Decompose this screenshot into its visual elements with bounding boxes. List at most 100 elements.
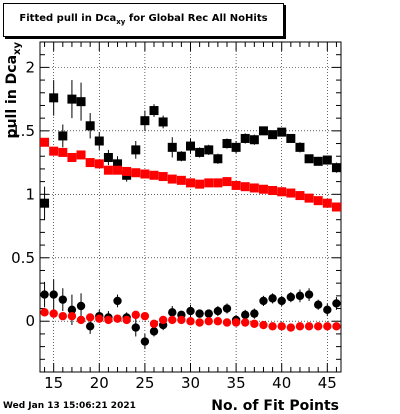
data-point xyxy=(268,294,277,303)
data-point xyxy=(249,183,259,193)
data-point xyxy=(231,180,241,190)
data-point xyxy=(259,296,268,306)
chart-title: Fitted pull in Dcaxy for Global Rec All … xyxy=(4,13,283,26)
data-point xyxy=(95,314,104,323)
x-tick-label: 45 xyxy=(318,374,337,392)
data-point xyxy=(249,135,259,145)
data-point xyxy=(67,311,77,321)
data-point xyxy=(67,153,77,162)
data-point xyxy=(222,177,232,187)
data-point xyxy=(304,322,314,331)
data-point xyxy=(131,168,141,178)
data-point xyxy=(94,159,104,169)
data-point xyxy=(40,137,50,147)
data-point xyxy=(313,322,323,331)
data-point xyxy=(76,301,86,311)
data-point xyxy=(122,166,132,176)
x-tick-label: 15 xyxy=(44,374,63,392)
data-point xyxy=(295,322,305,331)
data-point xyxy=(167,174,177,184)
chart-title-box: Fitted pull in Dcaxy for Global Rec All … xyxy=(3,3,284,37)
data-point xyxy=(240,182,250,192)
timestamp: Wed Jan 13 15:06:21 2021 xyxy=(3,401,136,411)
data-point xyxy=(322,198,332,208)
data-point xyxy=(250,309,259,318)
y-tick-label: 1.5 xyxy=(11,122,35,140)
data-point xyxy=(286,292,296,302)
data-point xyxy=(149,106,159,116)
data-point xyxy=(167,142,177,152)
data-point xyxy=(76,97,86,107)
data-point xyxy=(323,305,332,315)
data-point xyxy=(58,147,68,157)
data-point xyxy=(122,315,131,325)
data-point xyxy=(222,318,232,327)
data-point xyxy=(277,296,286,306)
data-point xyxy=(286,133,296,143)
data-point xyxy=(304,290,314,299)
data-point xyxy=(186,306,195,316)
data-point xyxy=(295,191,305,201)
data-point xyxy=(58,295,68,304)
chart-title-sub: xy xyxy=(116,18,126,26)
data-point xyxy=(131,145,141,155)
data-point xyxy=(268,186,278,195)
data-point xyxy=(49,93,59,103)
data-point xyxy=(204,178,214,188)
data-point xyxy=(67,94,77,104)
data-point xyxy=(140,116,150,126)
data-point xyxy=(113,165,123,175)
data-point xyxy=(213,154,223,164)
data-point xyxy=(177,315,186,325)
data-point xyxy=(331,202,341,212)
data-point xyxy=(76,150,86,160)
data-point xyxy=(259,320,268,330)
y-tick-label: 0.5 xyxy=(11,249,35,267)
data-point xyxy=(213,317,223,326)
data-point xyxy=(332,322,341,331)
data-point xyxy=(149,170,159,180)
data-point xyxy=(58,311,68,321)
data-point xyxy=(58,131,68,141)
data-point xyxy=(186,317,195,326)
x-tick-label: 40 xyxy=(272,374,291,392)
data-point xyxy=(195,179,205,189)
chart-title-main: Fitted pull in Dca xyxy=(19,13,117,24)
data-point xyxy=(332,299,341,308)
x-tick-label: 25 xyxy=(135,374,154,392)
data-point xyxy=(186,178,195,188)
data-point xyxy=(204,309,213,318)
data-point xyxy=(49,146,59,156)
data-point xyxy=(168,315,177,325)
data-point xyxy=(103,153,113,162)
x-axis-label: No. of Fit Points xyxy=(211,398,339,414)
data-point xyxy=(40,290,49,299)
data-point xyxy=(103,165,113,175)
data-point xyxy=(140,169,150,179)
data-point xyxy=(104,315,113,325)
x-tick-label: 30 xyxy=(181,374,200,392)
data-point xyxy=(222,139,232,149)
data-point xyxy=(158,172,168,182)
data-point xyxy=(76,315,86,325)
data-point xyxy=(168,308,177,317)
data-point xyxy=(113,314,122,323)
data-point xyxy=(195,309,204,318)
data-point xyxy=(323,322,332,331)
data-point xyxy=(186,141,195,151)
data-point xyxy=(268,322,277,331)
data-point xyxy=(241,310,250,320)
data-point xyxy=(258,126,268,136)
data-point xyxy=(241,318,250,327)
data-point xyxy=(195,147,205,157)
data-point xyxy=(49,309,58,318)
data-point xyxy=(149,319,159,328)
y-axis-label: pull in Dcaxy xyxy=(4,42,23,139)
data-point xyxy=(176,151,186,161)
data-point xyxy=(204,317,213,326)
data-point xyxy=(85,158,95,168)
data-point xyxy=(176,175,186,185)
data-point xyxy=(85,313,95,322)
data-point xyxy=(85,121,95,131)
